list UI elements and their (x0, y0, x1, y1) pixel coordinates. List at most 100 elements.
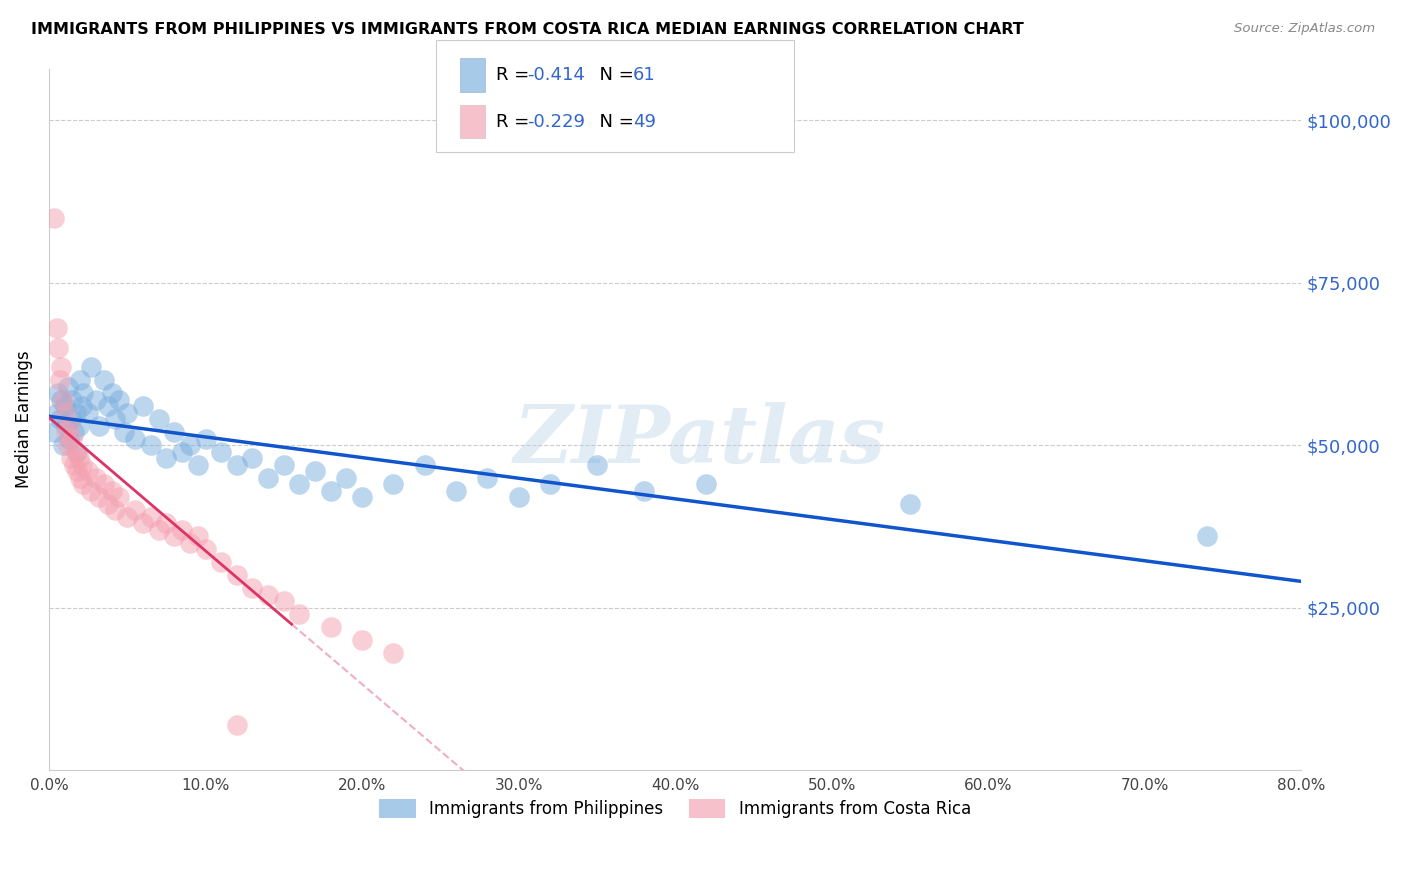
Point (194, 432, 217, 446)
Point (55, 425, 77, 440)
Point (97, 497, 120, 511)
Point (194, 542, 217, 557)
Point (382, 646, 405, 660)
Point (352, 490, 374, 504)
Point (56, 380, 79, 394)
Point (148, 412, 170, 426)
Point (59, 451, 82, 466)
Point (225, 458, 247, 472)
Point (77, 464, 100, 478)
Y-axis label: Median Earnings: Median Earnings (15, 351, 32, 488)
Point (69, 373, 91, 387)
Point (139, 438, 162, 452)
Point (1197, 529, 1219, 543)
Point (163, 529, 186, 543)
Point (155, 516, 177, 531)
Point (77, 406, 100, 420)
Point (80, 360, 103, 375)
Point (538, 477, 561, 491)
Point (225, 568, 247, 582)
Point (45, 406, 67, 420)
Text: IMMIGRANTS FROM PHILIPPINES VS IMMIGRANTS FROM COSTA RICA MEDIAN EARNINGS CORREL: IMMIGRANTS FROM PHILIPPINES VS IMMIGRANT… (31, 22, 1024, 37)
Point (100, 386, 122, 401)
Point (209, 555, 232, 569)
Point (112, 425, 135, 440)
Point (42, 211, 65, 225)
Point (87, 490, 110, 504)
Point (148, 523, 170, 537)
Point (49, 412, 72, 426)
Point (586, 458, 609, 472)
Point (42, 425, 65, 440)
Point (155, 451, 177, 466)
Point (65, 406, 87, 420)
Point (257, 588, 280, 602)
Legend: Immigrants from Philippines, Immigrants from Costa Rica: Immigrants from Philippines, Immigrants … (373, 792, 977, 825)
Point (80, 483, 103, 498)
Text: N =: N = (588, 112, 640, 130)
Point (84, 392, 107, 407)
Text: R =: R = (496, 66, 536, 85)
Point (104, 412, 127, 426)
Point (69, 471, 91, 485)
Point (58, 432, 80, 446)
Point (63, 458, 86, 472)
Text: R =: R = (496, 112, 536, 130)
Point (139, 509, 162, 524)
Text: 49: 49 (633, 112, 655, 130)
Point (288, 477, 311, 491)
Point (62, 392, 84, 407)
Point (508, 490, 530, 504)
Point (67, 451, 90, 466)
Point (67, 418, 90, 433)
Point (477, 471, 499, 485)
Point (898, 497, 921, 511)
Point (108, 490, 131, 504)
Point (63, 425, 86, 440)
Point (382, 477, 405, 491)
Point (55, 418, 77, 433)
Point (66, 464, 89, 478)
Point (53, 399, 76, 413)
Point (257, 471, 280, 485)
Point (124, 503, 146, 517)
Point (93, 477, 115, 491)
Text: -0.229: -0.229 (527, 112, 585, 130)
Point (100, 483, 122, 498)
Point (72, 477, 94, 491)
Point (242, 451, 264, 466)
Point (48, 341, 70, 355)
Point (62, 432, 84, 446)
Point (695, 477, 717, 491)
Point (179, 438, 201, 452)
Point (72, 386, 94, 401)
Point (179, 535, 201, 549)
Text: ZIPatlas: ZIPatlas (515, 401, 886, 479)
Point (170, 523, 193, 537)
Point (87, 418, 110, 433)
Point (273, 458, 295, 472)
Point (93, 373, 115, 387)
Point (444, 483, 467, 498)
Point (288, 607, 311, 621)
Point (132, 516, 155, 531)
Point (108, 392, 131, 407)
Text: Source: ZipAtlas.com: Source: ZipAtlas.com (1234, 22, 1375, 36)
Point (104, 503, 127, 517)
Point (633, 483, 655, 498)
Point (52, 392, 75, 407)
Point (51, 360, 73, 375)
Point (352, 633, 374, 648)
Point (45, 321, 67, 335)
Point (115, 509, 138, 524)
Point (56, 438, 79, 452)
Point (304, 464, 326, 478)
Point (66, 444, 89, 458)
Point (319, 483, 342, 498)
Point (335, 471, 357, 485)
Point (187, 529, 209, 543)
Point (273, 594, 295, 608)
Point (70, 458, 93, 472)
Point (132, 399, 155, 413)
Text: 61: 61 (633, 66, 655, 85)
